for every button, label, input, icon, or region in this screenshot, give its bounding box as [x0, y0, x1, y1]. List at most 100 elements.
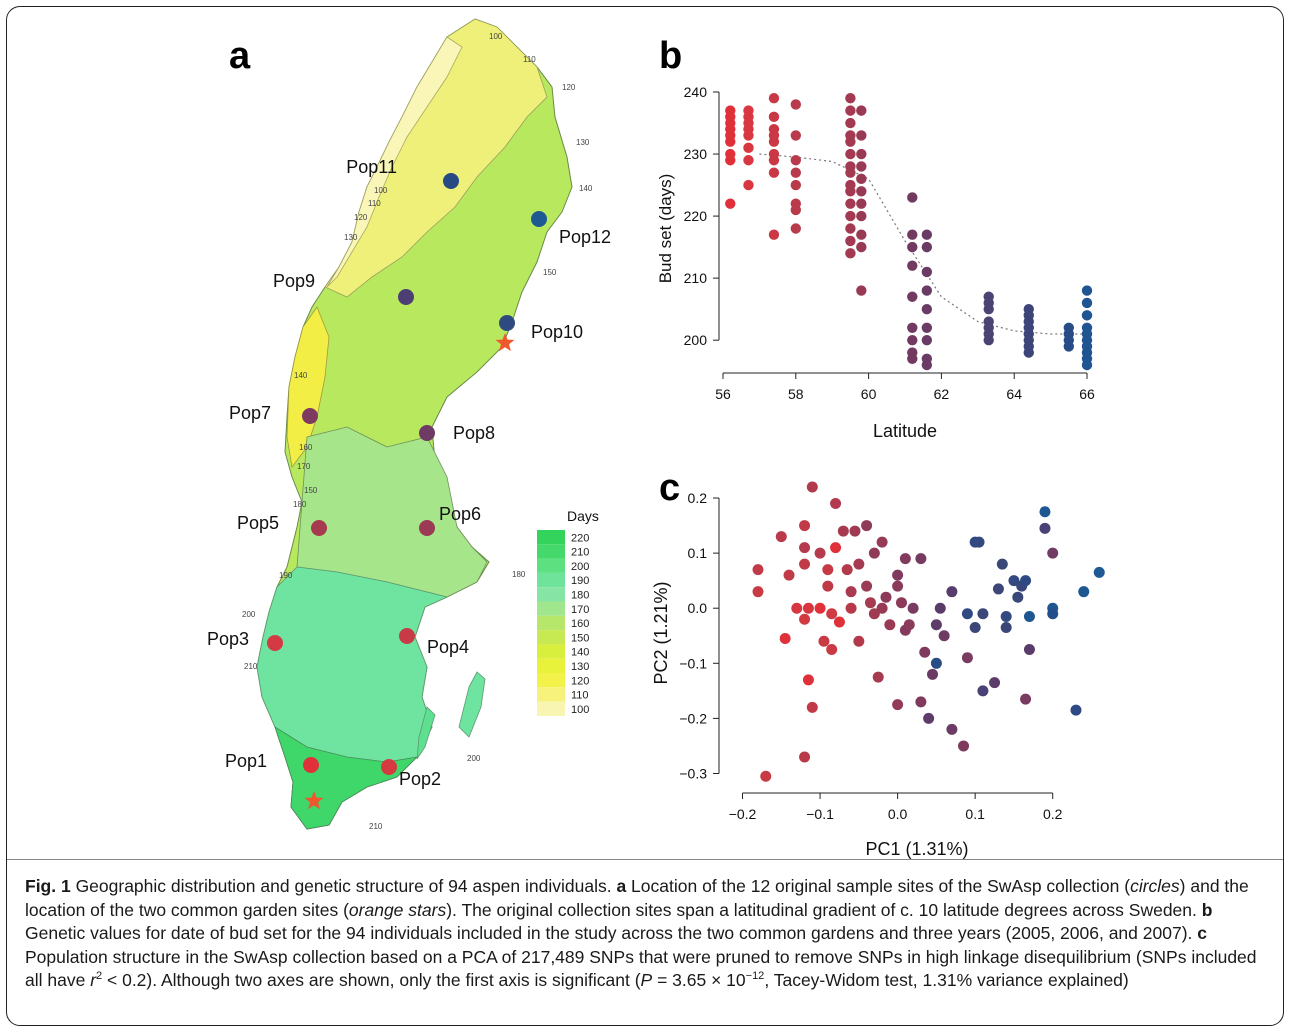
contour-label: 110 — [368, 199, 381, 208]
data-point — [856, 229, 867, 240]
y-tick-label: −0.1 — [679, 655, 707, 671]
data-point — [961, 652, 973, 664]
data-point — [790, 223, 801, 234]
data-point — [872, 671, 884, 683]
data-point — [845, 136, 856, 147]
garden-star-north — [495, 333, 515, 352]
data-point — [892, 569, 904, 581]
data-point — [806, 701, 818, 713]
caption-a-text1: Location of the 12 original sample sites… — [626, 876, 1131, 896]
data-point — [907, 241, 918, 253]
legend-swatch-210 — [537, 544, 565, 559]
data-point — [921, 266, 933, 278]
legend-swatch-160 — [537, 615, 565, 631]
contour-label: 200 — [242, 610, 256, 619]
data-point — [802, 674, 814, 686]
data-point — [845, 105, 856, 116]
data-point — [903, 619, 915, 631]
data-point — [833, 616, 845, 628]
site-label-pop11: Pop11 — [346, 157, 397, 177]
data-point — [961, 608, 973, 620]
data-point — [1023, 347, 1034, 358]
data-point — [783, 569, 795, 581]
site-label-pop12: Pop12 — [559, 227, 611, 247]
data-point — [1039, 522, 1051, 534]
contour-label: 180 — [293, 500, 307, 509]
data-point — [743, 142, 754, 154]
data-point — [1000, 621, 1012, 633]
legend-label-130: 130 — [571, 661, 589, 673]
contour-label: 120 — [354, 213, 368, 222]
data-point — [790, 179, 801, 191]
data-point — [790, 130, 801, 141]
data-point — [907, 229, 918, 240]
caption-fig-label: Fig. 1 — [25, 876, 71, 896]
site-marker-pop4 — [399, 628, 415, 644]
legend-swatch-220 — [537, 530, 565, 545]
bud-set-chart: 200 210 220 230 240 56 58 60 62 64 66 Latitude Bud s… — [656, 84, 1095, 441]
y-tick-label: −0.3 — [679, 765, 707, 781]
data-point — [768, 111, 780, 123]
data-point — [768, 167, 780, 178]
x-tick-label: 0.2 — [1043, 806, 1063, 822]
data-point — [790, 204, 801, 216]
data-point — [845, 186, 856, 197]
data-point — [907, 353, 918, 364]
data-point — [1023, 644, 1035, 656]
data-point — [921, 359, 933, 371]
caption-c-sup2: 2 — [96, 970, 103, 983]
data-point — [946, 723, 958, 735]
contour-label: 150 — [543, 268, 557, 277]
data-point — [1081, 285, 1093, 296]
site-marker-pop8 — [419, 425, 435, 441]
data-point — [845, 586, 857, 598]
x-tick-label: 0.0 — [888, 806, 908, 822]
data-point — [892, 699, 904, 711]
data-point — [725, 136, 736, 147]
legend-swatch-150 — [537, 630, 565, 645]
site-label-pop9: Pop9 — [273, 271, 315, 291]
data-point — [1093, 566, 1105, 578]
sweden-map: 1001101201301401501601701801902002101001… — [207, 18, 611, 831]
caption-c-exp: −12 — [745, 970, 765, 983]
data-point — [814, 602, 826, 614]
x-tick-label: 62 — [934, 386, 950, 402]
contour-label: 190 — [279, 571, 293, 580]
data-point — [856, 210, 867, 222]
data-point — [921, 322, 933, 333]
data-point — [930, 657, 942, 669]
data-point — [921, 285, 933, 296]
caption-divider — [7, 859, 1283, 860]
x-tick-label: 0.1 — [965, 806, 985, 822]
figure-caption: Fig. 1 Geographic distribution and genet… — [25, 875, 1265, 993]
data-point — [743, 130, 754, 141]
data-point — [856, 173, 867, 185]
data-point — [790, 155, 801, 166]
legend-swatch-140 — [537, 644, 565, 659]
contour-label: 160 — [299, 443, 313, 452]
caption-c-text2: < 0.2). Although two axes are shown, onl… — [102, 970, 641, 990]
data-point — [790, 99, 801, 110]
data-point — [799, 520, 811, 532]
data-point — [802, 602, 814, 614]
data-point — [1039, 506, 1051, 518]
data-point — [868, 608, 880, 620]
data-point — [826, 644, 838, 656]
data-point — [822, 580, 834, 592]
data-point — [864, 597, 876, 609]
x-tick-label: 56 — [715, 386, 731, 402]
data-point — [868, 547, 880, 559]
data-point — [1012, 591, 1024, 603]
contour-label: 200 — [467, 754, 481, 763]
data-point — [768, 229, 780, 240]
data-point — [895, 597, 907, 609]
x-axis-label: PC1 (1.31%) — [865, 839, 968, 859]
data-point — [830, 498, 842, 510]
data-point — [826, 608, 838, 620]
legend-swatch-110 — [537, 687, 565, 702]
site-marker-pop7 — [302, 408, 318, 424]
data-point — [856, 161, 867, 172]
map-zone-mountains — [326, 36, 463, 288]
gotland-island — [458, 671, 486, 738]
caption-letter-c: c — [1197, 923, 1207, 943]
